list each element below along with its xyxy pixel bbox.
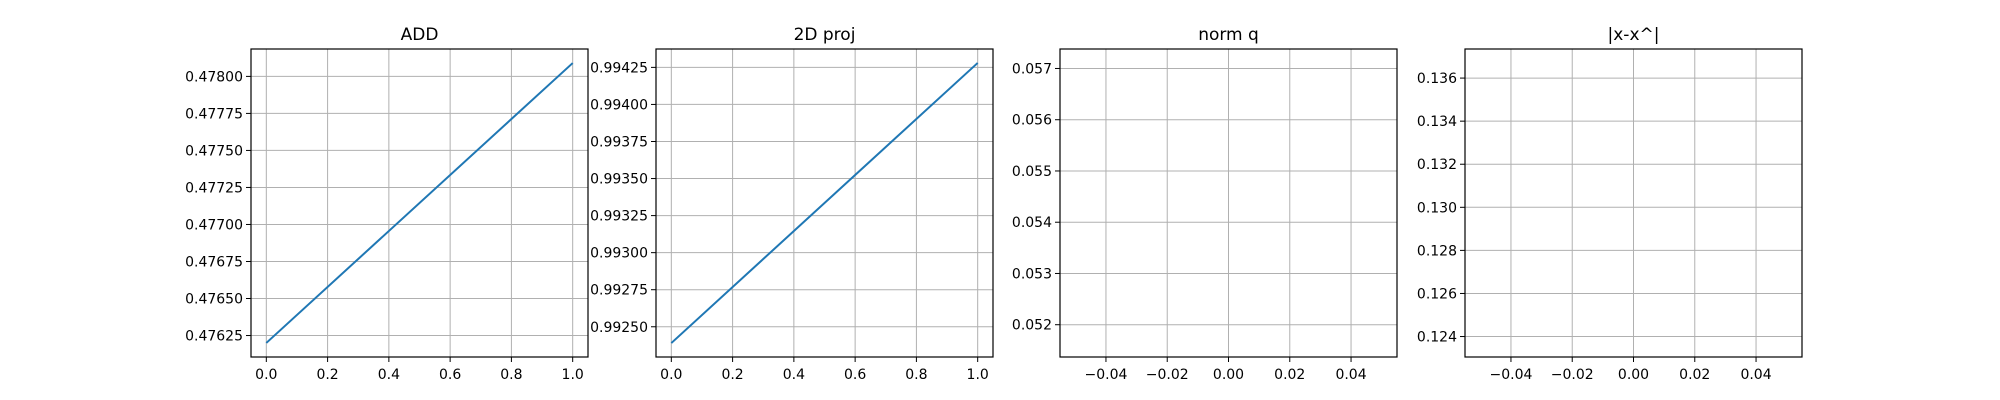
subplot-3: −0.04 −0.02 0.00 0.02 0.04 0.052 0.053 0.054 0.0… — [1012, 25, 1398, 383]
chart-title: |x-x^| — [1608, 25, 1660, 45]
y-tick-label: 0.054 — [1012, 215, 1052, 231]
y-tick-label: 0.124 — [1417, 330, 1457, 346]
y-tick-label: 0.99425 — [590, 60, 648, 76]
x-tick-label: 0.04 — [1335, 367, 1366, 383]
y-tick-label: 0.128 — [1417, 243, 1457, 259]
y-tick-label: 0.47725 — [185, 180, 243, 196]
x-tick-label: 0.02 — [1274, 367, 1305, 383]
y-tick-label: 0.134 — [1417, 114, 1457, 130]
chart-title: 2D proj — [794, 25, 856, 45]
x-tick-label: 0.4 — [378, 367, 400, 383]
y-tick-label: 0.47775 — [185, 106, 243, 122]
x-tick-label: 0.0 — [255, 367, 277, 383]
y-tick-label: 0.99350 — [590, 172, 648, 188]
y-tick-label: 0.136 — [1417, 71, 1457, 87]
x-tick-label: −0.04 — [1085, 367, 1128, 383]
series-line — [670, 62, 979, 344]
y-tick-label: 0.99300 — [590, 246, 648, 262]
y-tick-label: 0.99325 — [590, 209, 648, 225]
y-tick-label: 0.99250 — [590, 320, 648, 336]
x-tick-label: 0.8 — [905, 367, 927, 383]
y-tick-label: 0.056 — [1012, 113, 1052, 129]
x-tick-label: 0.4 — [783, 367, 805, 383]
y-tick-label: 0.47800 — [185, 69, 243, 85]
x-tick-label: 0.00 — [1213, 367, 1244, 383]
x-tick-label: 0.6 — [439, 367, 461, 383]
y-tick-label: 0.47675 — [185, 254, 243, 270]
chart-title: norm q — [1198, 25, 1259, 45]
y-tick-label: 0.99400 — [590, 97, 648, 113]
chart-title: ADD — [401, 25, 439, 45]
x-tick-label: 0.8 — [500, 367, 522, 383]
x-tick-label: 0.6 — [844, 367, 866, 383]
y-tick-label: 0.126 — [1417, 286, 1457, 302]
y-tick-label: 0.47750 — [185, 143, 243, 159]
x-tick-label: 0.0 — [660, 367, 682, 383]
x-tick-label: −0.02 — [1146, 367, 1189, 383]
x-tick-label: 0.04 — [1740, 367, 1771, 383]
y-tick-label: 0.47700 — [185, 217, 243, 233]
x-tick-label: 0.00 — [1618, 367, 1649, 383]
subplot-1: 0.0 0.2 0.4 0.6 0.8 1.0 0.47625 0.47650 0.47675 0… — [185, 25, 589, 383]
x-tick-label: −0.02 — [1551, 367, 1594, 383]
y-tick-label: 0.47650 — [185, 292, 243, 308]
x-tick-label: 0.2 — [721, 367, 743, 383]
x-tick-label: 0.2 — [316, 367, 338, 383]
axes-frame — [655, 48, 994, 358]
y-tick-label: 0.132 — [1417, 157, 1457, 173]
x-tick-label: 1.0 — [967, 367, 989, 383]
x-tick-label: −0.04 — [1490, 367, 1533, 383]
axes-frame — [250, 48, 589, 358]
x-tick-label: 1.0 — [562, 367, 584, 383]
y-tick-label: 0.053 — [1012, 266, 1052, 282]
series-line — [265, 62, 574, 344]
y-tick-label: 0.130 — [1417, 200, 1457, 216]
x-tick-label: 0.02 — [1679, 367, 1710, 383]
y-tick-label: 0.057 — [1012, 61, 1052, 77]
subplot-4: −0.04 −0.02 0.00 0.02 0.04 0.124 0.126 0.128 0.1… — [1417, 25, 1803, 383]
y-tick-label: 0.055 — [1012, 164, 1052, 180]
y-tick-label: 0.99275 — [590, 283, 648, 299]
y-tick-label: 0.99375 — [590, 134, 648, 150]
y-tick-label: 0.052 — [1012, 318, 1052, 334]
subplot-2: 0.0 0.2 0.4 0.6 0.8 1.0 0.99250 0.99275 0.99300 0… — [590, 25, 994, 383]
y-tick-label: 0.47625 — [185, 329, 243, 345]
